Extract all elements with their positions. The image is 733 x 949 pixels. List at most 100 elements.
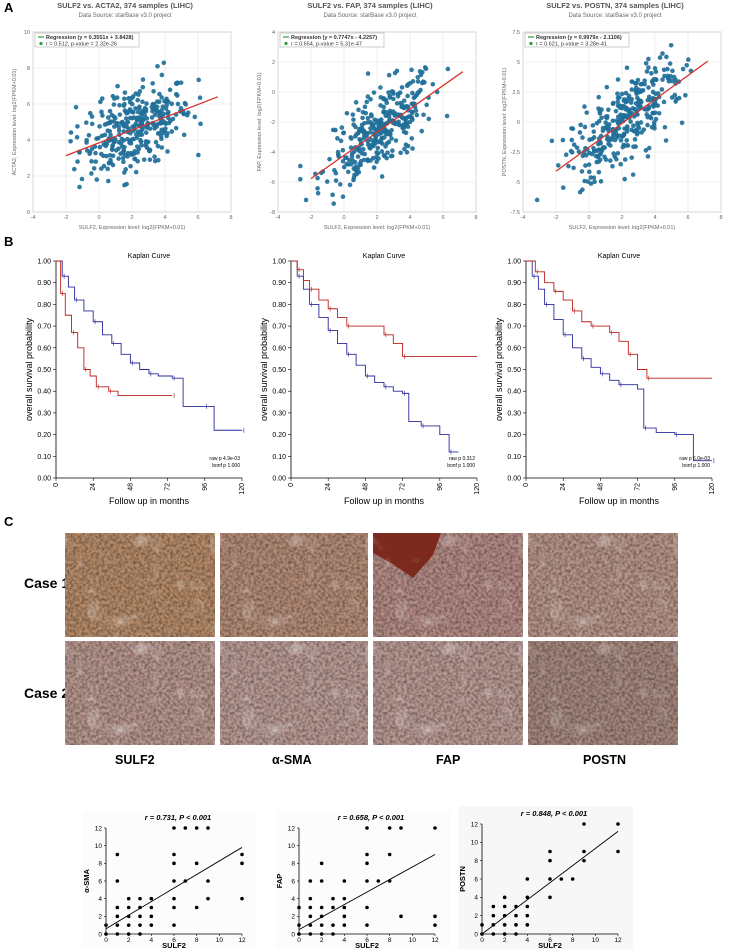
scatter-point xyxy=(415,90,421,96)
scatter-point xyxy=(153,107,159,113)
y-tick-label: 0 xyxy=(272,90,275,96)
scatter-point xyxy=(140,127,145,132)
data-point xyxy=(525,913,530,918)
scatter-point xyxy=(423,66,429,72)
scatter-point xyxy=(410,101,416,106)
scatter-point xyxy=(560,137,566,143)
x-axis-label: Follow up in months xyxy=(344,496,425,506)
scatter-point xyxy=(340,194,346,200)
y-tick-label: 0.30 xyxy=(37,410,51,417)
scatter-point xyxy=(153,139,159,145)
x-tick-label: 10 xyxy=(409,937,417,944)
scatter-point xyxy=(133,106,138,111)
scatter-point xyxy=(651,103,656,108)
x-axis-label: SULF2, Expression level: log2(FPKM+0.01) xyxy=(324,225,431,231)
y-axis-label: POSTN, Expression level: log2(FPKM+0.01) xyxy=(502,68,508,177)
scatter-point xyxy=(138,139,144,145)
data-point xyxy=(115,932,120,936)
scatter-point xyxy=(419,128,425,134)
scatter-point xyxy=(383,128,389,134)
scatter-point xyxy=(408,114,413,119)
scatter-point xyxy=(361,135,367,141)
scatter-point xyxy=(591,135,597,140)
scatter-point xyxy=(389,136,394,141)
scatter-point xyxy=(643,148,649,153)
scatter-point xyxy=(107,152,113,158)
scatter-point xyxy=(646,145,652,151)
scatter-point xyxy=(331,201,336,206)
scatter-point xyxy=(368,96,373,102)
scatter-title: SULF2 vs. POSTN, 374 samples (LIHC) xyxy=(546,1,684,10)
data-point xyxy=(126,932,131,936)
legend-r-value: r = 0.512, p-value = 2.32e-26 xyxy=(46,42,117,48)
scatter-point xyxy=(77,184,82,190)
data-point xyxy=(387,826,392,830)
scatter-point xyxy=(399,102,405,108)
panel-label-b: B xyxy=(4,234,14,249)
scatter-point xyxy=(388,153,394,159)
scatter-point xyxy=(661,67,667,73)
scatter-point xyxy=(355,154,361,159)
x-tick-label: 6 xyxy=(441,215,444,221)
scatter-point xyxy=(617,95,622,100)
scatter-point xyxy=(591,129,597,134)
y-tick-label: 0.60 xyxy=(507,345,521,352)
data-point xyxy=(319,861,324,866)
scatter-point xyxy=(626,93,632,99)
x-axis-label: SULF2 xyxy=(355,941,379,949)
scatter-point xyxy=(426,116,432,122)
y-tick-label: 2 xyxy=(27,174,30,180)
scatter-point xyxy=(100,96,105,101)
regression-line xyxy=(65,96,219,157)
scatter-point xyxy=(404,149,410,155)
scatter-point xyxy=(163,106,169,111)
scatter-point xyxy=(378,85,383,90)
scatter-point xyxy=(588,175,594,180)
data-point xyxy=(240,861,244,866)
x-tick-label: 120 xyxy=(474,483,481,495)
correlation-title: r = 0.731, P < 0.001 xyxy=(145,813,211,822)
scatter-point xyxy=(156,157,161,163)
scatter-point xyxy=(122,144,127,150)
scatter-point xyxy=(657,55,663,60)
scatter-point xyxy=(127,99,133,105)
scatter-point xyxy=(577,130,583,135)
scatter-point xyxy=(178,105,184,111)
correlation-title: r = 0.658, P < 0.001 xyxy=(338,813,404,822)
scatter-point xyxy=(349,161,354,167)
stain-label-fap: FAP xyxy=(436,753,461,767)
y-tick-label: 0.20 xyxy=(272,432,286,439)
data-point xyxy=(491,904,496,909)
x-tick-label: 96 xyxy=(202,483,209,491)
km-curve-red xyxy=(56,260,173,396)
x-axis-label: SULF2, Expression level: log2(FPKM+0.01) xyxy=(569,225,676,231)
data-point xyxy=(115,852,120,857)
scatter-point xyxy=(405,143,411,149)
scatter-point xyxy=(404,83,410,89)
data-point xyxy=(582,822,586,826)
scatter-point xyxy=(684,62,690,68)
km-curve-red xyxy=(526,260,712,379)
scatter-point xyxy=(380,121,386,126)
y-tick-label: 10 xyxy=(288,843,296,850)
scatter-point xyxy=(568,148,574,154)
regression-line xyxy=(105,847,243,930)
data-point xyxy=(104,932,108,936)
km-title: Kaplan Curve xyxy=(128,253,171,260)
y-tick-label: 0.90 xyxy=(37,280,51,287)
km-title: Kaplan Curve xyxy=(598,253,641,260)
data-point xyxy=(433,826,437,830)
scatter-point xyxy=(333,127,338,133)
scatter-point xyxy=(663,138,669,143)
y-tick-label: -5 xyxy=(515,180,520,186)
y-tick-label: 0.30 xyxy=(272,410,286,417)
scatter-point xyxy=(444,113,450,119)
y-tick-label: 0.00 xyxy=(507,476,521,483)
scatter-point xyxy=(614,135,620,140)
legend-r-swatch xyxy=(39,41,43,46)
scatter-point xyxy=(631,128,637,134)
y-tick-label: 6 xyxy=(291,878,295,885)
scatter-point xyxy=(116,128,122,133)
scatter-point xyxy=(646,56,651,62)
scatter-point xyxy=(580,153,586,159)
